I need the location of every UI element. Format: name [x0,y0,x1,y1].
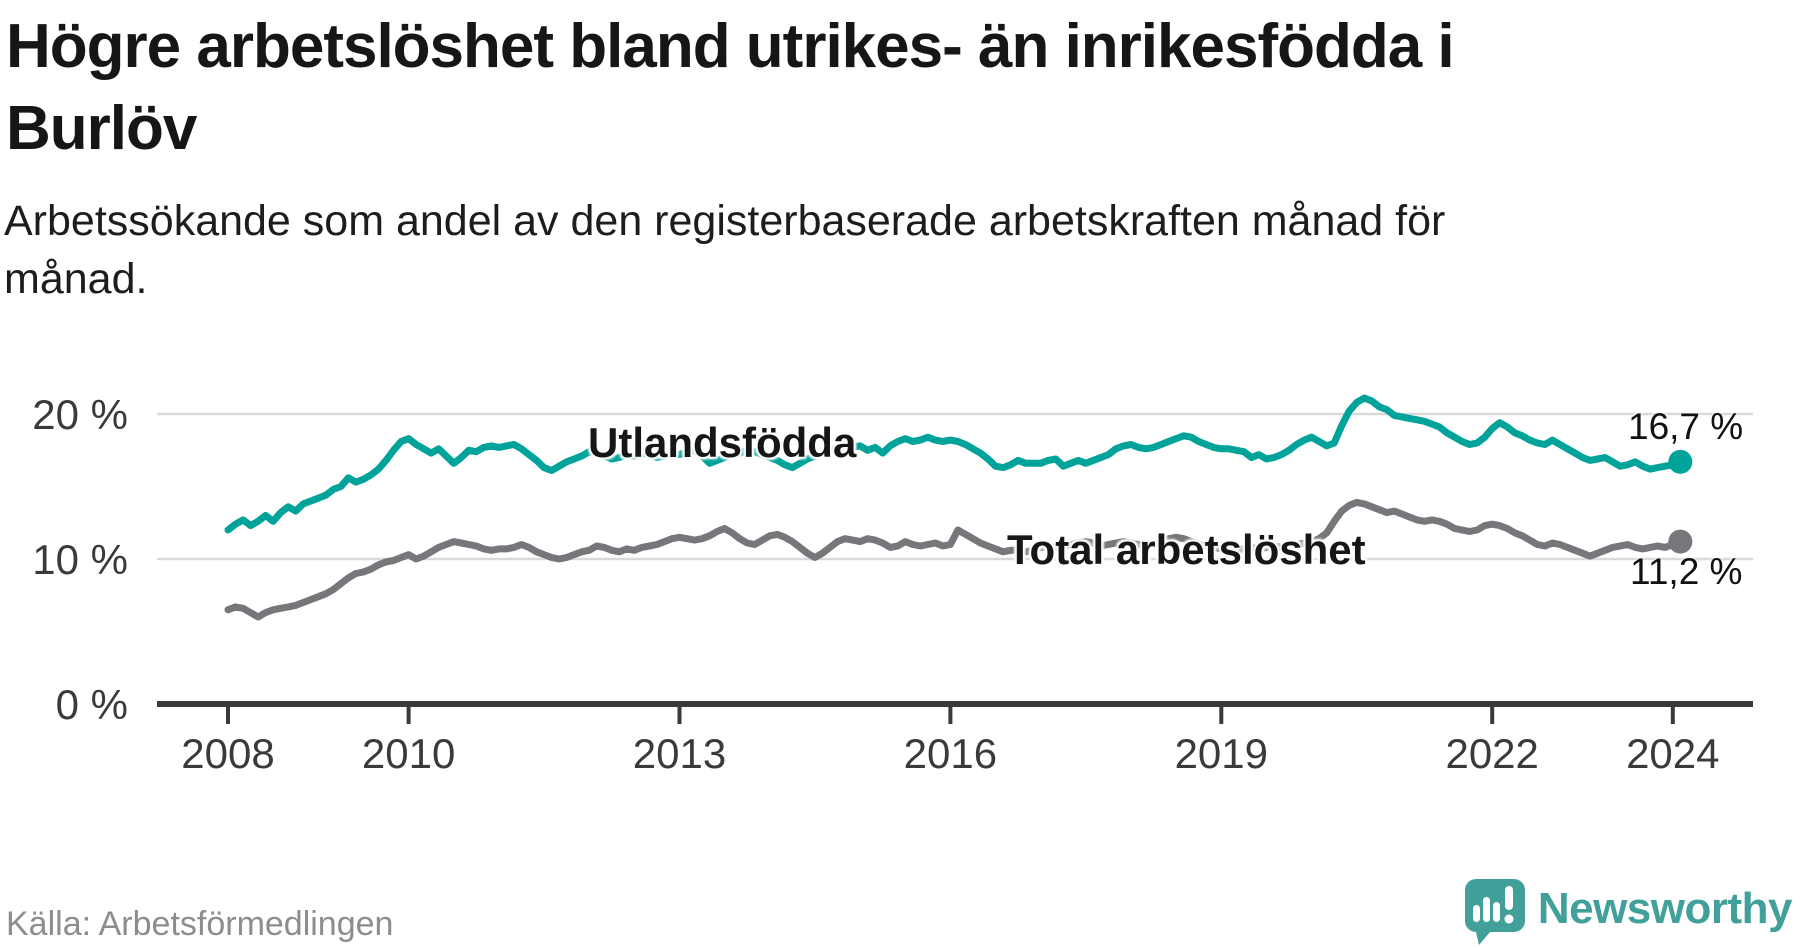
x-axis-label-2016: 2016 [904,730,997,777]
page-title-line1: Högre arbetslöshet bland utrikes- än inr… [6,12,1455,81]
series-end-dot-1 [1668,529,1693,554]
end-value-label-total-arbetsloshet: 11,2 % [1630,551,1743,592]
chart-subtitle-line2: månad. [4,255,148,303]
newsworthy-brand: Newsworthy [1464,878,1793,946]
x-axis-label-2019: 2019 [1175,730,1268,777]
bar-1 [1472,905,1480,922]
bar-3 [1492,902,1500,922]
newsworthy-speech-bubble-bar-chart-icon [1464,879,1525,945]
page-title: Högre arbetslöshet bland utrikes- än inr… [6,6,1766,170]
series-label-total-arbetsloshet: Total arbetslöshet [1007,526,1366,573]
source-note: Källa: Arbetsförmedlingen [6,905,394,943]
page-title-line2: Burlöv [6,94,197,163]
series-label-utlandsfodda: Utlandsfödda [588,419,857,466]
chart-subtitle-line1: Arbetssökande som andel av den registerb… [4,197,1446,245]
series-line-0 [224,394,1684,534]
exclamation-dot [1504,914,1514,924]
series-end-dot-0 [1668,449,1693,474]
x-axis-label-2008: 2008 [181,730,274,777]
y-axis-label-0: 0 % [56,681,128,728]
chart-subtitle: Arbetssökande som andel av den registerb… [4,192,1704,308]
x-axis-label-2024: 2024 [1626,730,1719,777]
end-value-label-utlandsfodda: 16,7 % [1628,406,1744,447]
exclamation-bar [1504,886,1513,910]
y-axis-label-10: 10 % [32,536,128,583]
x-axis-label-2013: 2013 [633,730,726,777]
y-axis-label-20: 20 % [32,391,128,438]
bar-2 [1482,897,1490,922]
series-line-1 [224,498,1684,621]
x-axis-label-2010: 2010 [362,730,455,777]
brand-name: Newsworthy [1537,884,1793,933]
x-axis-label-2022: 2022 [1445,730,1538,777]
